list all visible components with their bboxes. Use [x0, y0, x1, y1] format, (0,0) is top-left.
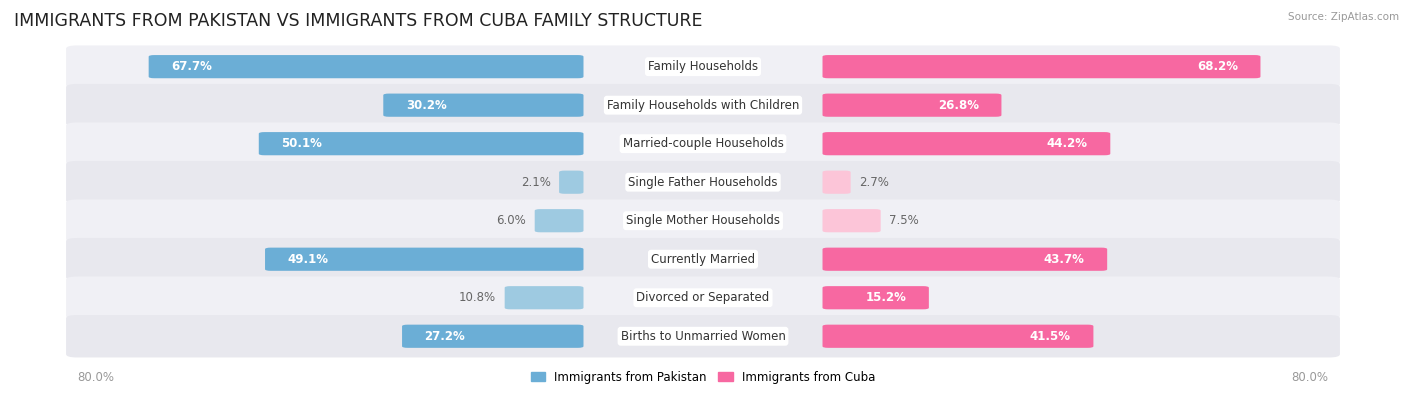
Text: 27.2%: 27.2% [425, 330, 465, 343]
FancyBboxPatch shape [66, 276, 1340, 319]
FancyBboxPatch shape [66, 84, 1340, 126]
Text: Single Father Households: Single Father Households [628, 176, 778, 189]
FancyBboxPatch shape [823, 325, 1094, 348]
FancyBboxPatch shape [66, 315, 1340, 357]
FancyBboxPatch shape [823, 209, 880, 232]
FancyBboxPatch shape [266, 248, 583, 271]
Legend: Immigrants from Pakistan, Immigrants from Cuba: Immigrants from Pakistan, Immigrants fro… [527, 367, 879, 387]
Text: 26.8%: 26.8% [938, 99, 979, 112]
FancyBboxPatch shape [505, 286, 583, 309]
Text: Single Mother Households: Single Mother Households [626, 214, 780, 227]
Text: 2.7%: 2.7% [859, 176, 889, 189]
Text: 41.5%: 41.5% [1031, 330, 1071, 343]
FancyBboxPatch shape [534, 209, 583, 232]
Text: Married-couple Households: Married-couple Households [623, 137, 783, 150]
FancyBboxPatch shape [402, 325, 583, 348]
Text: Source: ZipAtlas.com: Source: ZipAtlas.com [1288, 12, 1399, 22]
FancyBboxPatch shape [823, 55, 1260, 78]
Text: 15.2%: 15.2% [866, 291, 907, 304]
Text: 50.1%: 50.1% [281, 137, 322, 150]
FancyBboxPatch shape [560, 171, 583, 194]
FancyBboxPatch shape [384, 94, 583, 117]
FancyBboxPatch shape [823, 286, 929, 309]
Text: 10.8%: 10.8% [460, 291, 496, 304]
Text: 6.0%: 6.0% [496, 214, 526, 227]
Text: 67.7%: 67.7% [172, 60, 212, 73]
FancyBboxPatch shape [823, 248, 1107, 271]
FancyBboxPatch shape [149, 55, 583, 78]
Text: Births to Unmarried Women: Births to Unmarried Women [620, 330, 786, 343]
Text: IMMIGRANTS FROM PAKISTAN VS IMMIGRANTS FROM CUBA FAMILY STRUCTURE: IMMIGRANTS FROM PAKISTAN VS IMMIGRANTS F… [14, 12, 703, 30]
FancyBboxPatch shape [259, 132, 583, 155]
Text: 7.5%: 7.5% [889, 214, 920, 227]
FancyBboxPatch shape [66, 122, 1340, 165]
FancyBboxPatch shape [823, 94, 1001, 117]
FancyBboxPatch shape [66, 238, 1340, 280]
Text: Currently Married: Currently Married [651, 253, 755, 266]
Text: 49.1%: 49.1% [288, 253, 329, 266]
Text: 80.0%: 80.0% [1292, 371, 1329, 384]
Text: Family Households with Children: Family Households with Children [607, 99, 799, 112]
Text: Family Households: Family Households [648, 60, 758, 73]
Text: 80.0%: 80.0% [77, 371, 114, 384]
FancyBboxPatch shape [823, 171, 851, 194]
FancyBboxPatch shape [66, 199, 1340, 242]
FancyBboxPatch shape [66, 45, 1340, 88]
Text: 30.2%: 30.2% [406, 99, 447, 112]
FancyBboxPatch shape [66, 161, 1340, 203]
Text: 2.1%: 2.1% [520, 176, 551, 189]
Text: 43.7%: 43.7% [1043, 253, 1084, 266]
Text: 44.2%: 44.2% [1047, 137, 1088, 150]
Text: 68.2%: 68.2% [1197, 60, 1237, 73]
Text: Divorced or Separated: Divorced or Separated [637, 291, 769, 304]
FancyBboxPatch shape [823, 132, 1111, 155]
